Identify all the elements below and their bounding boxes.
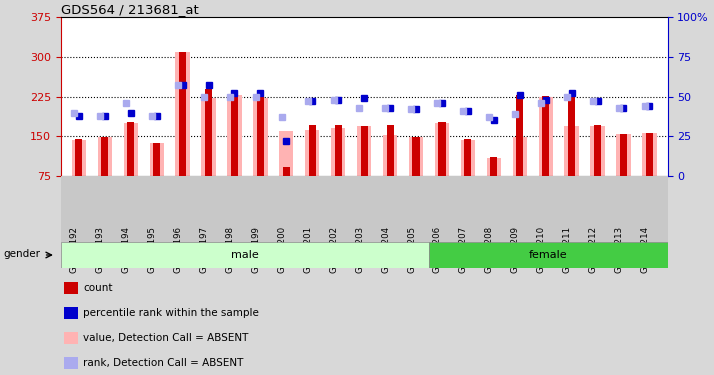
Bar: [413, 138, 420, 176]
Bar: [253, 98, 268, 176]
Bar: [361, 126, 368, 176]
Bar: [64, 332, 78, 344]
Bar: [487, 158, 501, 176]
Bar: [643, 133, 657, 176]
Text: GDS564 / 213681_at: GDS564 / 213681_at: [61, 3, 198, 16]
Bar: [71, 140, 86, 176]
Bar: [513, 138, 527, 176]
Bar: [201, 98, 216, 176]
Bar: [383, 135, 397, 176]
Bar: [176, 53, 190, 176]
Bar: [616, 134, 630, 176]
Bar: [64, 307, 78, 319]
Bar: [205, 88, 212, 176]
Bar: [257, 93, 264, 176]
Bar: [429, 242, 668, 268]
Text: percentile rank within the sample: percentile rank within the sample: [84, 308, 259, 318]
Bar: [516, 95, 523, 176]
Bar: [386, 125, 393, 176]
Bar: [646, 133, 653, 176]
Text: male: male: [231, 250, 258, 260]
Bar: [335, 125, 342, 176]
Bar: [153, 143, 160, 176]
Bar: [464, 139, 471, 176]
Bar: [594, 125, 601, 176]
Bar: [542, 96, 549, 176]
Bar: [568, 96, 575, 176]
Bar: [64, 282, 78, 294]
Bar: [331, 128, 346, 176]
Bar: [308, 125, 316, 176]
Text: gender: gender: [3, 249, 40, 259]
Bar: [179, 53, 186, 176]
Text: female: female: [529, 250, 568, 260]
Bar: [438, 122, 446, 176]
Bar: [127, 122, 134, 176]
Bar: [61, 242, 429, 268]
Bar: [305, 130, 319, 176]
Text: value, Detection Call = ABSENT: value, Detection Call = ABSENT: [84, 333, 248, 343]
Bar: [75, 139, 82, 176]
Bar: [491, 157, 498, 176]
Bar: [64, 357, 78, 369]
Bar: [227, 95, 241, 176]
Bar: [461, 140, 475, 176]
Bar: [565, 126, 579, 176]
Text: rank, Detection Call = ABSENT: rank, Detection Call = ABSENT: [84, 358, 243, 368]
Text: count: count: [84, 283, 113, 293]
Bar: [98, 138, 112, 176]
Bar: [124, 123, 138, 176]
Bar: [538, 97, 553, 176]
Bar: [279, 131, 293, 176]
Bar: [357, 126, 371, 176]
Bar: [283, 166, 290, 176]
Bar: [620, 134, 627, 176]
Bar: [409, 138, 423, 176]
Bar: [101, 138, 109, 176]
Bar: [149, 143, 164, 176]
Bar: [231, 95, 238, 176]
Bar: [435, 123, 449, 176]
Bar: [590, 126, 605, 176]
